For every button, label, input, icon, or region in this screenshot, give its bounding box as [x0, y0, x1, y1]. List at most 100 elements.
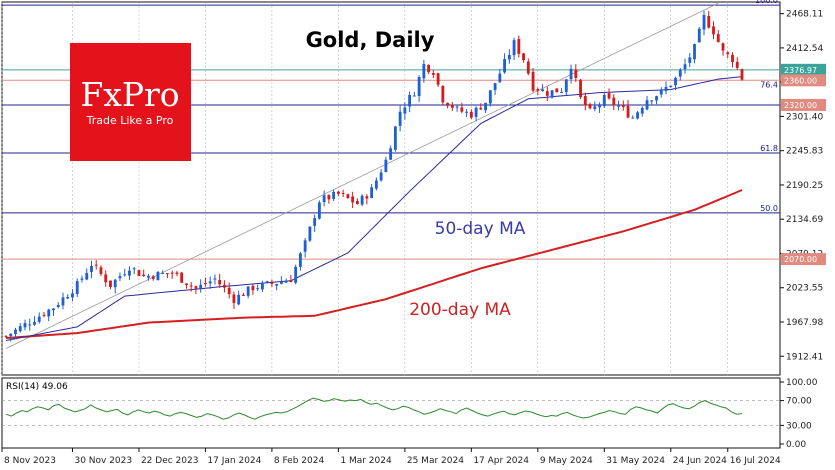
x-tick-label: 25 Mar 2024 [407, 456, 464, 466]
candle-body [260, 282, 264, 290]
price-tag-bg [781, 253, 826, 266]
candle-body [422, 64, 426, 79]
price-tag-text: 2376.97 [784, 66, 817, 75]
candle [104, 270, 108, 287]
logo-name: FxPro [80, 75, 179, 114]
candle [270, 279, 274, 288]
candle-body [185, 283, 188, 285]
candle [555, 88, 559, 93]
x-tick-label: 9 May 2024 [540, 456, 593, 466]
candle-body [256, 288, 260, 290]
y-tick-label: 2412.54 [786, 44, 823, 54]
candle [683, 58, 687, 74]
x-tick-label: 8 Feb 2024 [274, 456, 325, 466]
candle-body [289, 280, 293, 283]
candle [631, 115, 635, 119]
candle-body [403, 107, 407, 114]
candle-body [541, 89, 544, 92]
candle [474, 106, 478, 122]
candle [674, 76, 677, 91]
candle-body [564, 79, 568, 93]
candle-body [726, 52, 730, 55]
candle-body [275, 283, 279, 286]
candle-body [47, 309, 51, 317]
candle [455, 104, 459, 112]
candle [246, 286, 250, 299]
candle [384, 156, 388, 173]
ma200-label: 200-day MA [409, 300, 511, 320]
candle-body [669, 85, 673, 88]
candle [422, 59, 426, 83]
candle [56, 302, 60, 309]
candle-body [460, 107, 464, 112]
candle-body [284, 280, 288, 283]
candle [147, 274, 150, 281]
candle [617, 100, 620, 111]
candle [113, 279, 117, 294]
candle [583, 92, 587, 111]
ma50-line [5, 76, 743, 341]
candle [522, 52, 525, 63]
candle-body [242, 294, 245, 296]
candle [9, 333, 13, 342]
x-tick-label: 31 May 2024 [606, 456, 665, 466]
candle [446, 102, 450, 109]
candle [664, 81, 668, 95]
candle-body [37, 316, 41, 322]
candle-body [436, 73, 440, 85]
candle-body [227, 287, 231, 295]
candle-body [332, 191, 336, 199]
candle [128, 266, 131, 280]
candle [123, 268, 127, 277]
candle [327, 194, 331, 204]
candle [4, 335, 8, 338]
candle-body [9, 333, 13, 337]
candle [90, 260, 93, 279]
candle [712, 21, 715, 40]
candle [398, 105, 402, 132]
candle [360, 194, 364, 207]
candle-body [588, 104, 592, 109]
candle [218, 274, 222, 288]
candle-body [327, 195, 331, 200]
date-axis: 8 Nov 2023 30 Nov 2023 22 Dec 2023 17 Jan 2… [1, 448, 781, 466]
candle-body [71, 293, 74, 298]
candle [194, 285, 198, 294]
candle-body [517, 39, 521, 54]
candle-body [721, 43, 725, 51]
x-tick-label: 16 Jul 2024 [730, 456, 781, 466]
fib-label: 100.0 [755, 0, 778, 5]
candle [75, 278, 79, 298]
x-tick-label: 17 Jan 2024 [207, 456, 261, 466]
candle-body [237, 294, 241, 305]
ma200-path [5, 189, 743, 339]
candle-body [740, 69, 744, 80]
candle [227, 282, 231, 299]
candle-body [498, 73, 502, 83]
candle [322, 190, 326, 207]
candle-body [545, 91, 549, 96]
candle-body [693, 44, 696, 60]
candle [161, 270, 165, 275]
candle-body [712, 26, 715, 35]
candle [251, 284, 255, 295]
candle-body [322, 195, 326, 203]
candle [484, 102, 488, 113]
candle [460, 102, 464, 114]
candle-body [678, 70, 682, 77]
candle [294, 264, 298, 285]
candle-body [488, 90, 492, 104]
candle-body [42, 314, 46, 316]
candle-body [218, 280, 222, 285]
candle [242, 292, 245, 297]
candle-body [688, 57, 692, 63]
ma200-line [5, 189, 743, 339]
candle-body [170, 272, 174, 274]
candle-body [104, 274, 108, 283]
candle-body [80, 278, 84, 280]
candle-body [716, 34, 720, 43]
candle-body [85, 273, 89, 280]
candle [355, 198, 359, 205]
candle [260, 280, 264, 292]
candle-body [446, 103, 450, 106]
